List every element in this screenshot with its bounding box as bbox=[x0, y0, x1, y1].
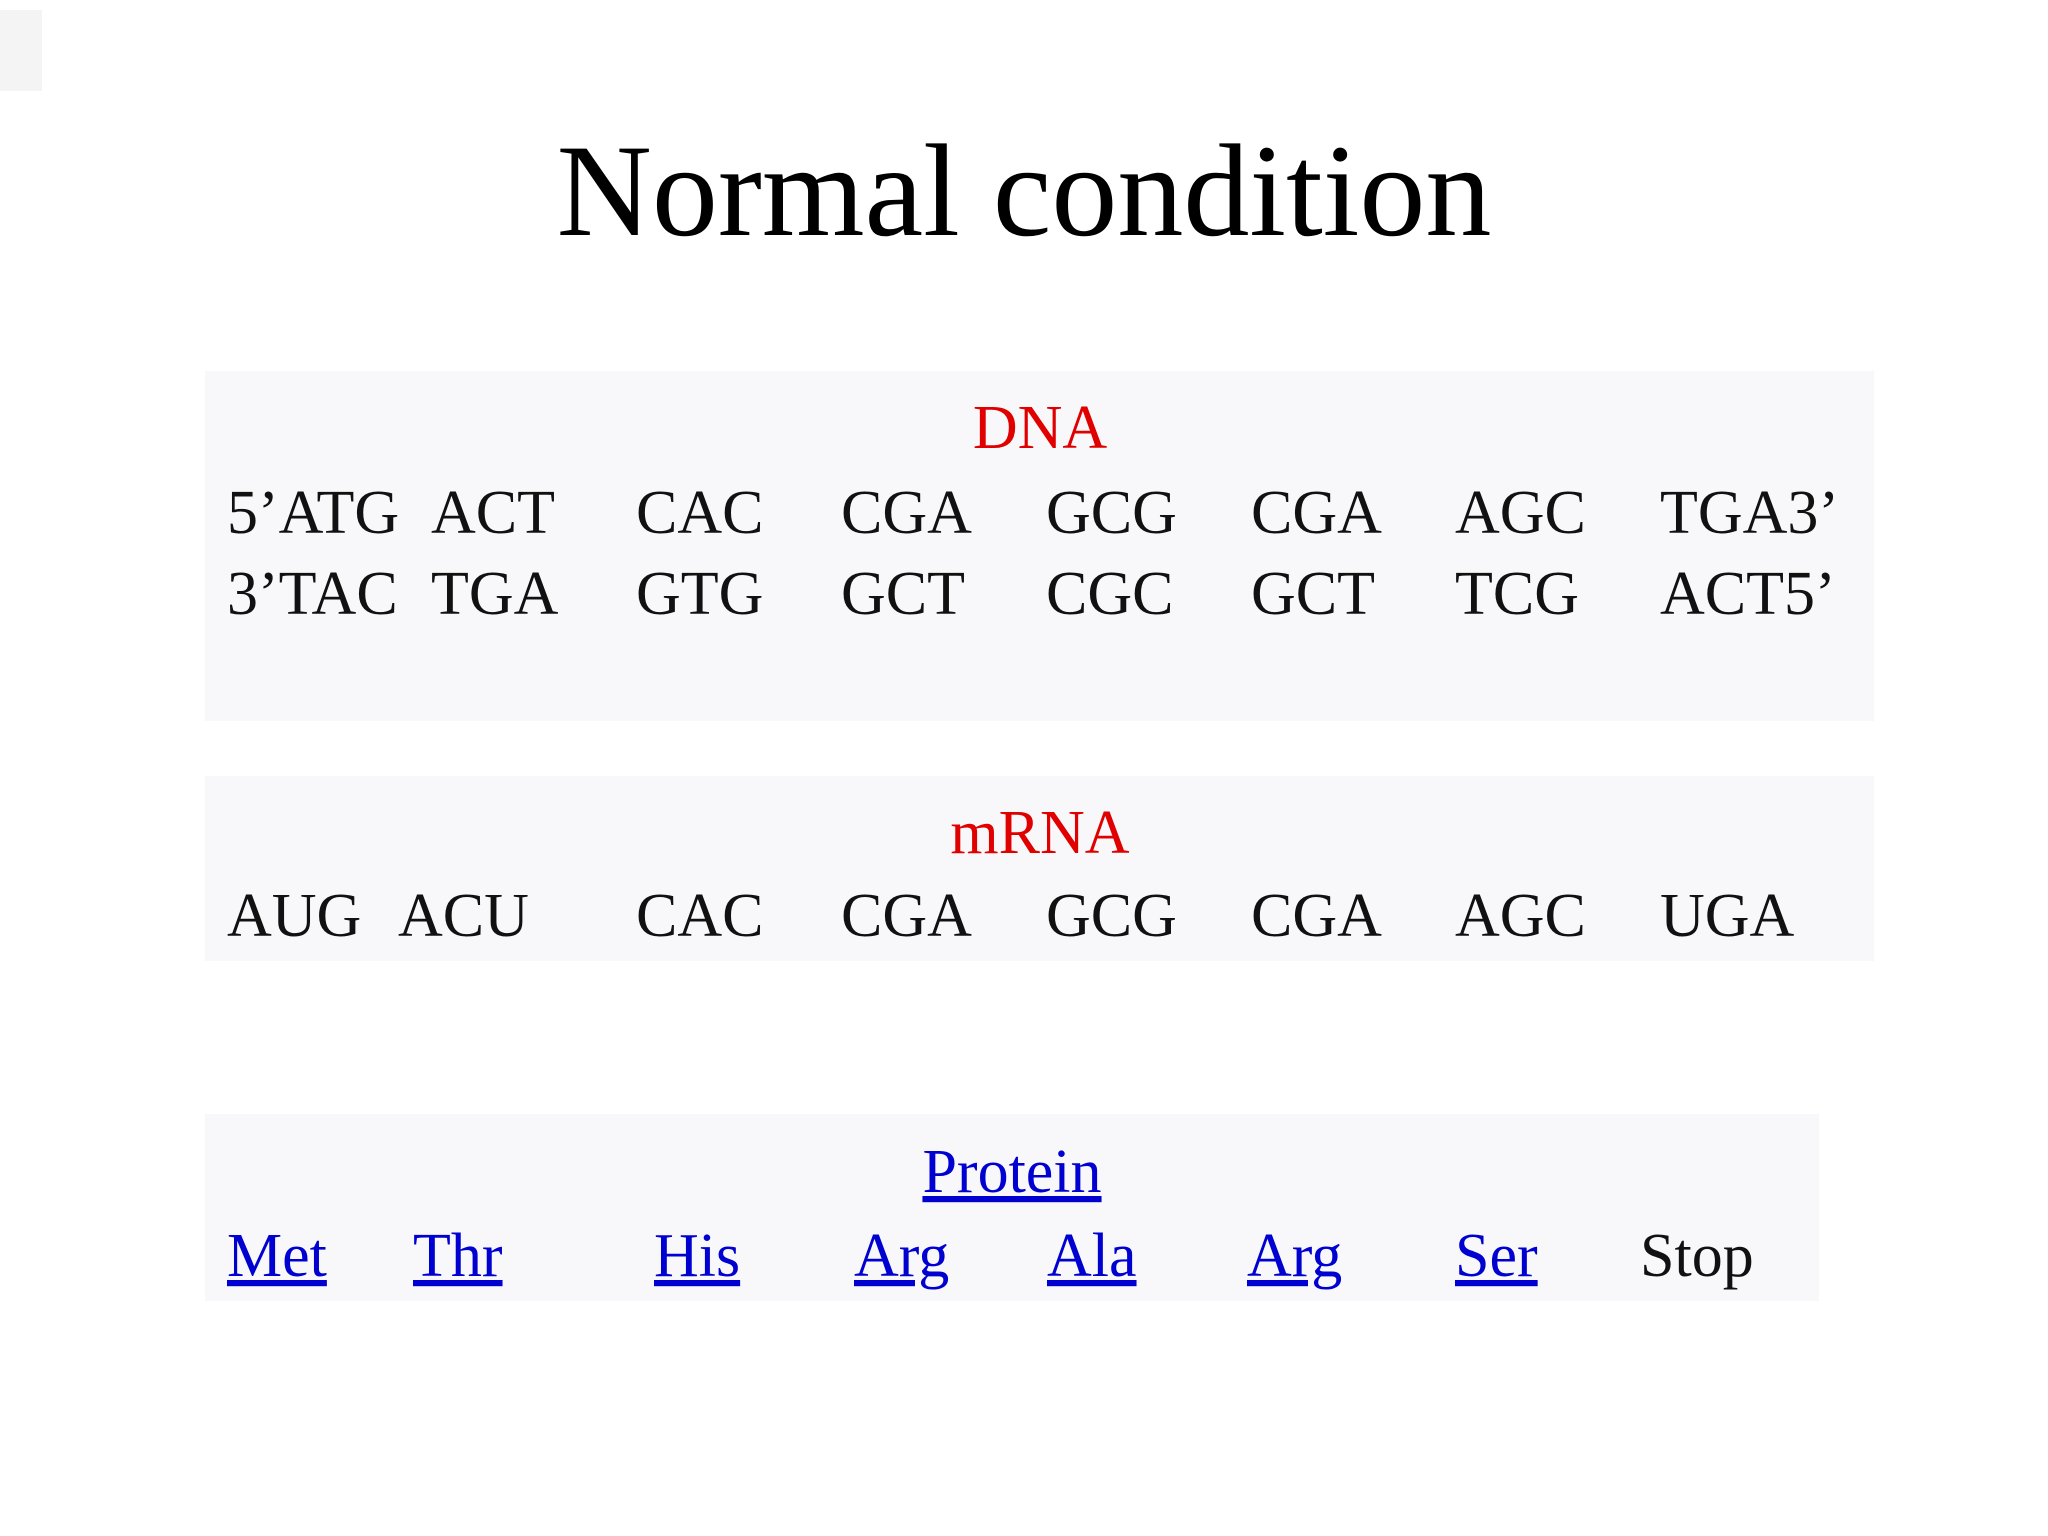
mrna-codon: UGA bbox=[1660, 882, 1795, 950]
dna-codon: GTG bbox=[636, 560, 763, 628]
dna-codon: TGA bbox=[431, 560, 559, 628]
mrna-codon: GCG bbox=[1046, 882, 1177, 950]
amino-acid-link[interactable]: Arg bbox=[854, 1222, 949, 1290]
mrna-codon: CGA bbox=[841, 882, 972, 950]
dna-label: DNA bbox=[973, 394, 1108, 462]
dna-box bbox=[205, 371, 1874, 721]
dna-codon: AGC bbox=[1455, 479, 1586, 547]
amino-acid-link[interactable]: Met bbox=[227, 1222, 327, 1290]
dna-codon: 3’TAC bbox=[227, 560, 398, 628]
mrna-codon: AUG bbox=[227, 882, 361, 950]
dna-codon: ACT5’ bbox=[1660, 560, 1836, 628]
slide-title: Normal condition bbox=[557, 117, 1492, 264]
dna-codon: 5’ATG bbox=[227, 479, 399, 547]
protein-label[interactable]: Protein bbox=[922, 1138, 1101, 1206]
dna-codon: CAC bbox=[636, 479, 763, 547]
mrna-codon: ACU bbox=[398, 882, 529, 950]
mrna-label: mRNA bbox=[950, 799, 1129, 867]
amino-acid-link[interactable]: Ala bbox=[1047, 1222, 1137, 1290]
mrna-codon: CAC bbox=[636, 882, 763, 950]
corner-tab bbox=[0, 10, 42, 91]
dna-codon: ACT bbox=[431, 479, 555, 547]
dna-codon: TCG bbox=[1455, 560, 1579, 628]
amino-acid-link[interactable]: Thr bbox=[413, 1222, 503, 1290]
dna-codon: GCT bbox=[1251, 560, 1375, 628]
dna-codon: GCG bbox=[1046, 479, 1177, 547]
amino-acid-link[interactable]: His bbox=[654, 1222, 740, 1290]
protein-box bbox=[205, 1114, 1819, 1301]
amino-acid-link[interactable]: Ser bbox=[1455, 1222, 1538, 1290]
dna-codon: CGA bbox=[841, 479, 972, 547]
amino-acid-link[interactable]: Arg bbox=[1247, 1222, 1342, 1290]
dna-codon: GCT bbox=[841, 560, 965, 628]
dna-codon: CGA bbox=[1251, 479, 1382, 547]
amino-acid: Stop bbox=[1640, 1222, 1754, 1290]
dna-codon: TGA3’ bbox=[1660, 479, 1839, 547]
dna-codon: CGC bbox=[1046, 560, 1173, 628]
mrna-box bbox=[205, 776, 1874, 961]
mrna-codon: CGA bbox=[1251, 882, 1382, 950]
mrna-codon: AGC bbox=[1455, 882, 1586, 950]
